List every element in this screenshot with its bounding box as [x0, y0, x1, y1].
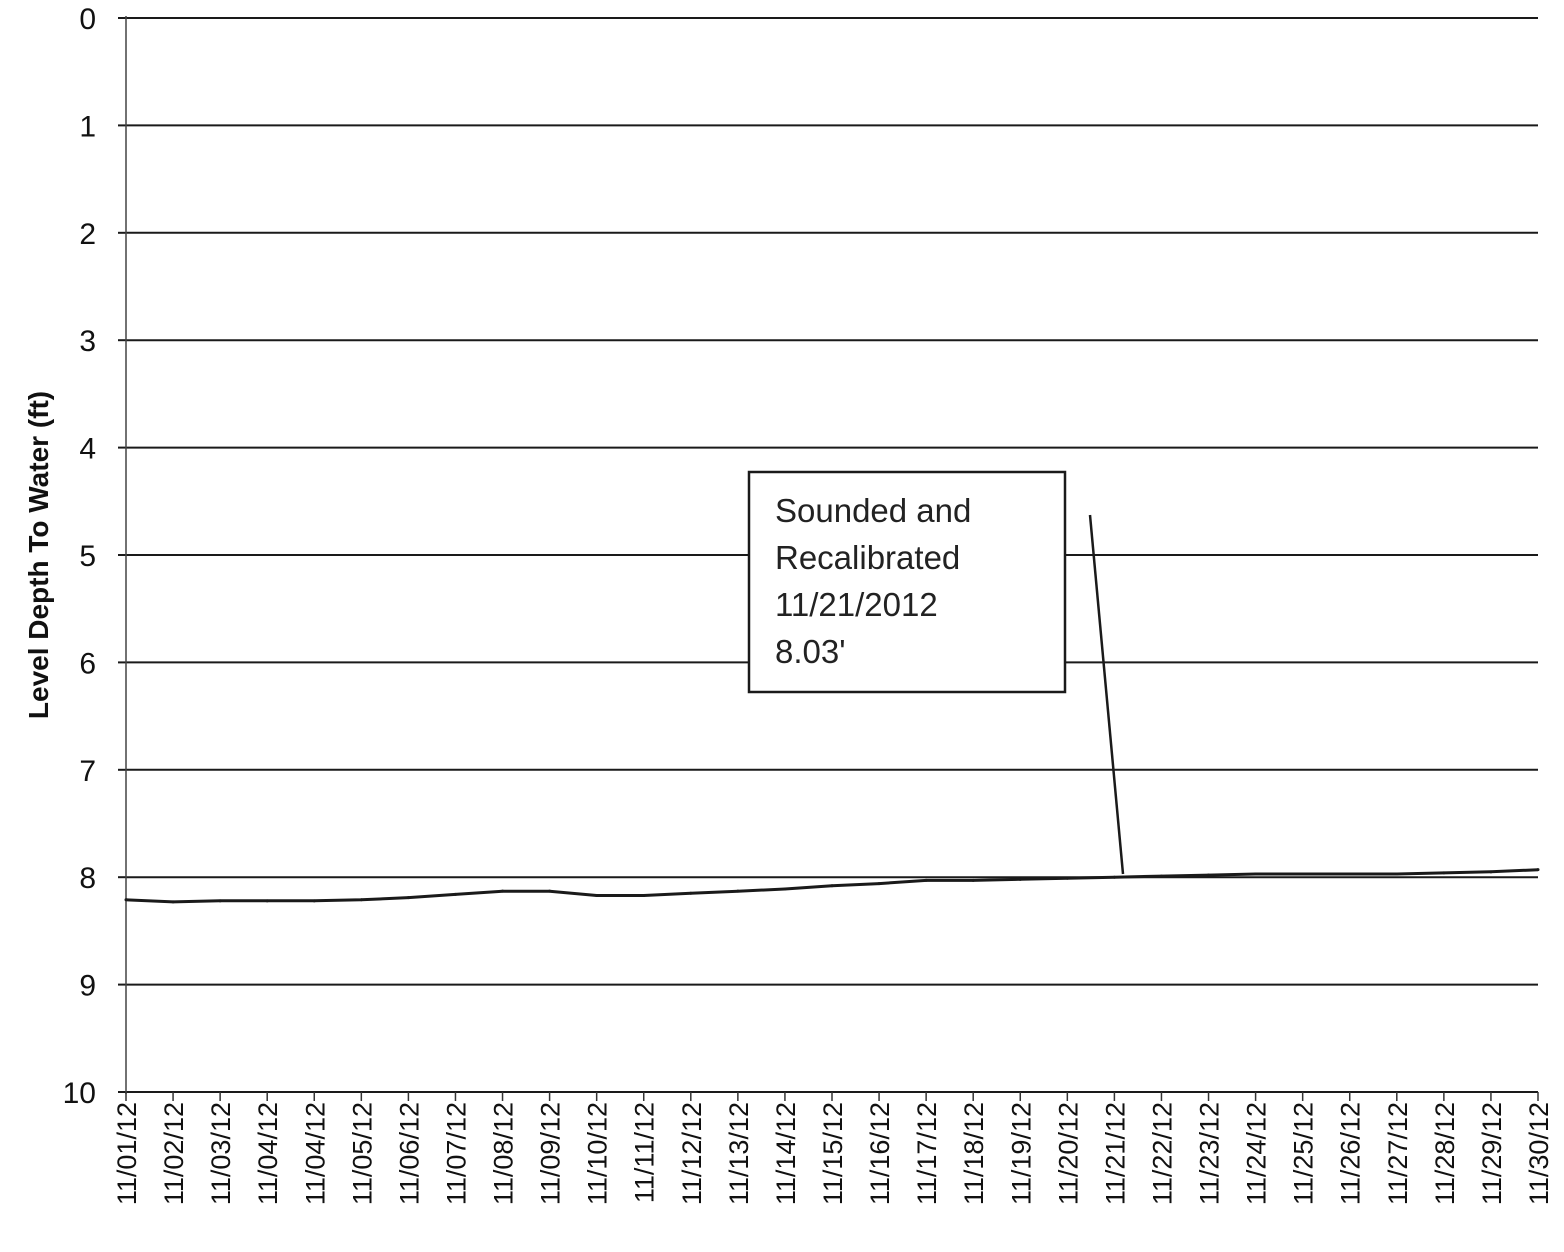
- data-point: [548, 889, 552, 893]
- y-tick-label: 8: [79, 862, 96, 895]
- x-tick-label: 11/30/12: [1524, 1102, 1554, 1205]
- annotation-line-2: Recalibrated: [775, 539, 960, 576]
- y-tick-label: 4: [79, 433, 96, 466]
- x-tick-label: 11/12/12: [677, 1102, 707, 1205]
- data-point: [1395, 872, 1399, 876]
- data-point: [1442, 871, 1446, 875]
- x-tick-label: 11/26/12: [1336, 1102, 1366, 1205]
- annotation-callout: Sounded and Recalibrated 11/21/2012 8.03…: [747, 470, 1125, 875]
- data-point: [1018, 877, 1022, 881]
- y-tick-label: 3: [79, 325, 96, 358]
- data-point: [171, 900, 175, 904]
- y-tick-label: 0: [79, 3, 96, 36]
- x-tick-label: 11/10/12: [583, 1102, 613, 1205]
- data-point: [736, 889, 740, 893]
- data-point: [877, 882, 881, 886]
- annotation-line-3: 11/21/2012: [775, 586, 938, 623]
- x-tick-label: 11/29/12: [1477, 1102, 1507, 1205]
- data-point: [830, 884, 834, 888]
- data-point: [312, 899, 316, 903]
- x-tick-label: 11/09/12: [536, 1102, 566, 1205]
- data-point: [971, 878, 975, 882]
- data-point: [642, 893, 646, 897]
- x-tick-label: 11/14/12: [771, 1102, 801, 1205]
- annotation-box: [747, 470, 1067, 694]
- annotation-line-1: Sounded and: [775, 492, 971, 529]
- y-tick-label: 9: [79, 970, 96, 1003]
- x-tick-label: 11/27/12: [1383, 1102, 1413, 1205]
- data-point: [1489, 870, 1493, 874]
- x-tick-label: 11/05/12: [347, 1102, 377, 1205]
- data-point: [359, 898, 363, 902]
- x-tick-label: 11/17/12: [912, 1102, 942, 1205]
- data-point: [1301, 872, 1305, 876]
- data-point: [1065, 876, 1069, 880]
- y-tick-label: 6: [79, 647, 96, 680]
- x-tick-label: 11/24/12: [1242, 1102, 1272, 1205]
- y-axis-label: Level Depth To Water (ft): [23, 391, 54, 719]
- y-tick-label: 2: [79, 218, 96, 251]
- x-tick-label: 11/03/12: [206, 1102, 236, 1205]
- x-tick-label: 11/15/12: [818, 1102, 848, 1205]
- series: [124, 868, 1540, 904]
- x-tick-label: 11/22/12: [1147, 1102, 1177, 1205]
- y-tick-label: 7: [79, 755, 96, 788]
- x-tick-label: 11/07/12: [441, 1102, 471, 1205]
- data-point: [453, 892, 457, 896]
- x-tick-label: 11/08/12: [489, 1102, 519, 1205]
- x-tick-label: 11/11/12: [630, 1102, 660, 1203]
- x-tick-labels: 11/01/12 11/02/12 11/03/12 11/04/12 11/04/12…: [112, 1102, 1554, 1205]
- data-point: [406, 896, 410, 900]
- annotation-line-4: 8.03': [775, 633, 846, 670]
- y-tick-label: 1: [79, 110, 96, 143]
- data-point: [783, 887, 787, 891]
- data-point: [1536, 868, 1540, 872]
- x-tick-label: 11/04/12: [253, 1102, 283, 1205]
- data-point: [124, 898, 128, 902]
- data-point: [595, 893, 599, 897]
- x-tick-label: 11/23/12: [1195, 1102, 1225, 1205]
- y-tick-label: 10: [63, 1077, 96, 1110]
- y-tick-labels: 0 1 2 3 4 5 6 7 8 9 10: [63, 3, 96, 1110]
- x-tick-label: 11/06/12: [394, 1102, 424, 1205]
- x-tick-label: 11/04/12: [300, 1102, 330, 1205]
- x-tick-label: 11/19/12: [1006, 1102, 1036, 1205]
- data-point: [1348, 872, 1352, 876]
- data-point: [265, 899, 269, 903]
- x-tick-label: 11/28/12: [1430, 1102, 1460, 1205]
- x-tick-label: 11/01/12: [112, 1102, 142, 1205]
- annotation-leader-line: [1088, 514, 1125, 875]
- x-tick-label: 11/16/12: [865, 1102, 895, 1205]
- x-tick-label: 11/21/12: [1100, 1102, 1130, 1205]
- x-tick-label: 11/13/12: [724, 1102, 754, 1205]
- data-point: [924, 878, 928, 882]
- x-tick-label: 11/20/12: [1053, 1102, 1083, 1205]
- data-point: [501, 889, 505, 893]
- y-tick-label: 5: [79, 540, 96, 573]
- x-tick-label: 11/18/12: [959, 1102, 989, 1205]
- data-point: [218, 899, 222, 903]
- data-point: [1254, 872, 1258, 876]
- axes: [125, 16, 1539, 1101]
- data-point: [1112, 875, 1116, 879]
- data-point: [1207, 873, 1211, 877]
- x-tick-label: 11/25/12: [1289, 1102, 1319, 1205]
- data-point: [689, 891, 693, 895]
- x-tick-label: 11/02/12: [159, 1102, 189, 1205]
- data-point: [1159, 874, 1163, 878]
